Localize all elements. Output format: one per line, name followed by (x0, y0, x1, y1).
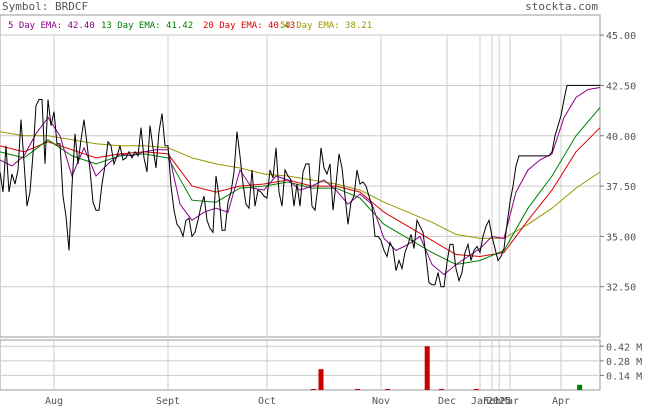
x-tick-label: Aug (45, 396, 63, 406)
x-tick-label: Sept (156, 396, 180, 406)
x-tick-label: Apr (552, 396, 570, 406)
ema5-line (0, 87, 601, 276)
volume-bar (577, 384, 583, 390)
volume-tick-label: 0.14 M (606, 371, 642, 382)
legend-ema5: 5 Day EMA: 42.40 (8, 21, 95, 31)
volume-y-axis: 0.42 M 0.28 M 0.14 M (600, 342, 642, 382)
volume-bar (318, 369, 324, 390)
ema13-line (0, 107, 601, 266)
y-tick-label: 37.50 (606, 182, 636, 193)
volume-bar (439, 388, 445, 390)
price-line (0, 84, 600, 288)
volume-bars (310, 346, 583, 390)
volume-bar (424, 346, 430, 390)
symbol-label: Symbol: BRDCF (2, 0, 88, 13)
y-tick-label: 32.50 (606, 283, 636, 294)
legend-ema20: 20 Day EMA: 40.43 (203, 21, 295, 31)
volume-bar (355, 388, 361, 390)
ema50-line (0, 131, 601, 239)
x-tick-label: Nov (372, 396, 390, 406)
volume-bar (473, 388, 479, 390)
y-tick-label: 45.00 (606, 31, 636, 42)
site-label: stockta.com (525, 0, 598, 13)
price-series (0, 84, 601, 288)
ema20-line (0, 127, 601, 258)
volume-bar (385, 388, 391, 390)
x-tick-label: Oct (258, 396, 276, 406)
x-tick-label: Jan (471, 396, 489, 406)
x-tick-label: Mar (501, 396, 519, 406)
volume-grid (0, 340, 600, 390)
x-tick-label: Dec (438, 396, 456, 406)
price-grid (0, 34, 600, 337)
x-tick-label: 2025 (487, 396, 511, 406)
price-panel (0, 14, 601, 338)
volume-bar (310, 388, 316, 390)
y-tick-label: 42.50 (606, 81, 636, 92)
price-y-axis: 45.00 42.50 40.00 37.50 35.00 32.50 (600, 31, 636, 294)
y-tick-label: 40.00 (606, 132, 636, 143)
legend-ema13: 13 Day EMA: 41.42 (101, 21, 193, 31)
x-tick-label: Feb (483, 396, 501, 406)
ema-legend: 5 Day EMA: 42.40 13 Day EMA: 41.42 20 Da… (8, 21, 372, 31)
volume-panel (0, 339, 601, 391)
volume-tick-label: 0.28 M (606, 357, 642, 368)
legend-ema50: 50 Day EMA: 38.21 (280, 21, 372, 31)
volume-tick-label: 0.42 M (606, 342, 642, 353)
y-tick-label: 35.00 (606, 232, 636, 243)
